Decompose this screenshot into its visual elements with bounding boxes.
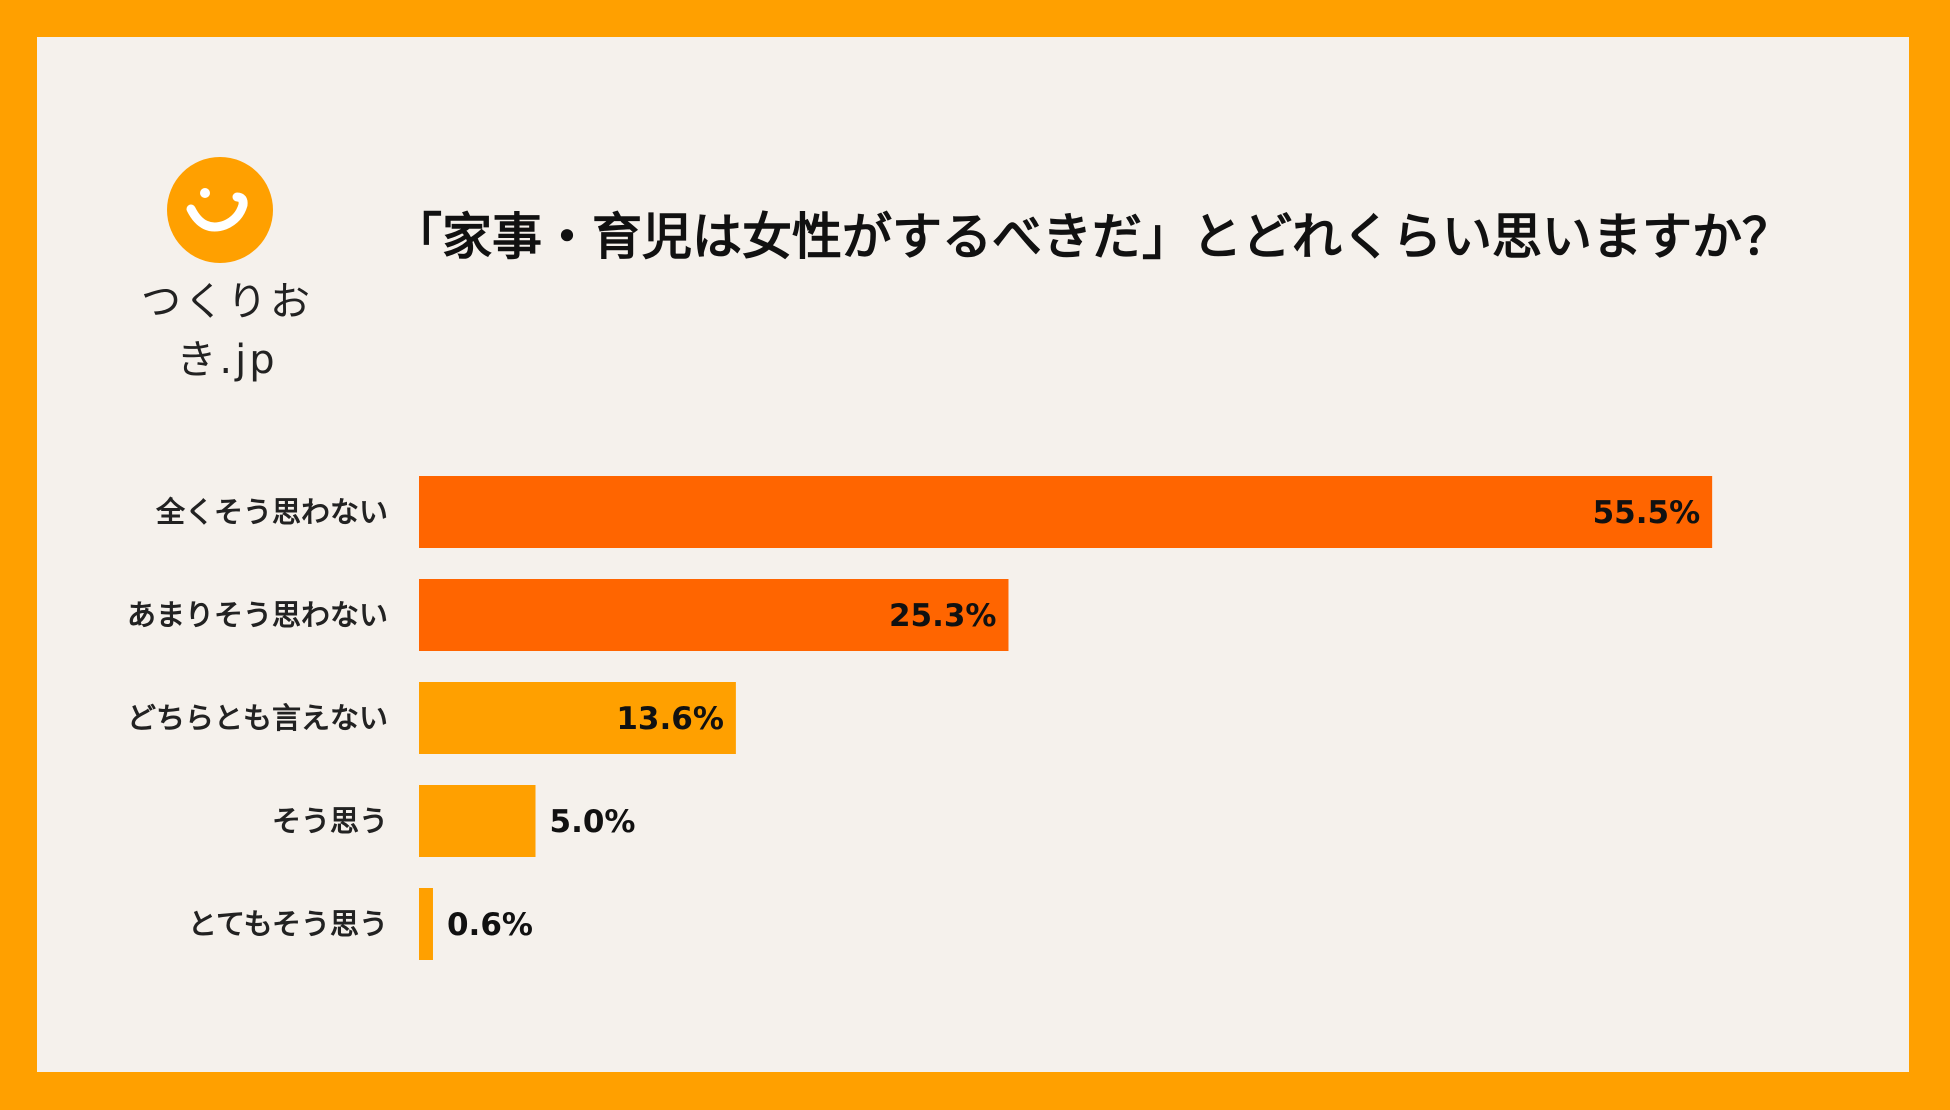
smile-logo-icon (167, 157, 273, 263)
chart-title: 「家事・育児は女性がするべきだ」とどれくらい思いますか？ (392, 208, 1792, 266)
bar-3 (419, 682, 736, 754)
bar-5 (419, 888, 433, 960)
category-label-1: 全くそう思わない (155, 495, 388, 529)
bar-2 (419, 579, 1009, 651)
chart-card: つくりおき.jp 「家事・育児は女性がするべきだ」とどれくらい思いますか？ (37, 37, 1909, 1072)
value-label-1: 55.5% (1593, 495, 1701, 531)
bar-1 (419, 476, 1713, 548)
brand-logo: つくりおき.jp (97, 157, 337, 383)
category-label-4: そう思う (272, 804, 388, 838)
brand-name: つくりおき.jp (141, 279, 313, 383)
category-label-3: どちらとも言えない (127, 701, 388, 735)
value-label-2: 25.3% (889, 598, 997, 634)
category-label-2: あまりそう思わない (127, 598, 388, 632)
value-label-3: 13.6% (616, 701, 724, 737)
category-label-5: とてもそう思う (188, 907, 388, 941)
value-label-4: 5.0% (550, 804, 636, 840)
bar-4 (419, 785, 536, 857)
value-label-5: 0.6% (447, 907, 533, 943)
